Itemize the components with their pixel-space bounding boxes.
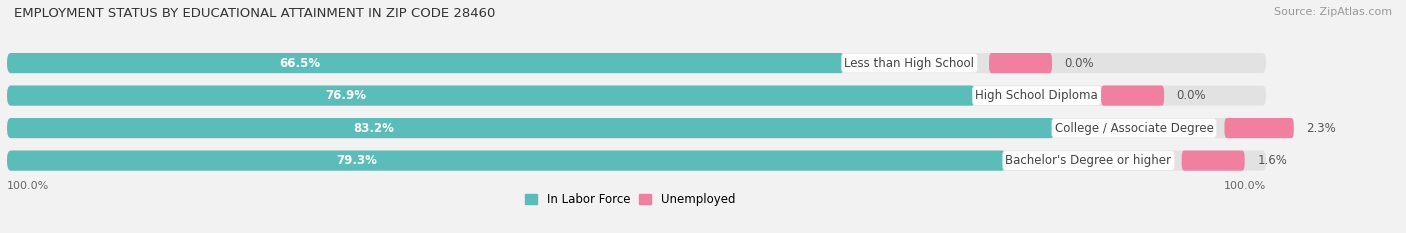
Text: 2.3%: 2.3%: [1306, 122, 1336, 135]
Text: 0.0%: 0.0%: [1064, 57, 1094, 70]
Text: High School Diploma: High School Diploma: [976, 89, 1098, 102]
FancyBboxPatch shape: [1225, 118, 1294, 138]
Text: 100.0%: 100.0%: [7, 181, 49, 191]
FancyBboxPatch shape: [7, 86, 1265, 106]
Text: 100.0%: 100.0%: [1223, 181, 1265, 191]
FancyBboxPatch shape: [7, 118, 1054, 138]
FancyBboxPatch shape: [7, 53, 844, 73]
Text: 0.0%: 0.0%: [1177, 89, 1206, 102]
Text: 76.9%: 76.9%: [325, 89, 367, 102]
FancyBboxPatch shape: [1181, 151, 1244, 171]
Text: Bachelor's Degree or higher: Bachelor's Degree or higher: [1005, 154, 1171, 167]
Text: College / Associate Degree: College / Associate Degree: [1054, 122, 1213, 135]
Legend: In Labor Force, Unemployed: In Labor Force, Unemployed: [520, 188, 740, 211]
FancyBboxPatch shape: [1101, 86, 1164, 106]
Text: Source: ZipAtlas.com: Source: ZipAtlas.com: [1274, 7, 1392, 17]
FancyBboxPatch shape: [7, 86, 976, 106]
FancyBboxPatch shape: [7, 151, 1005, 171]
Text: EMPLOYMENT STATUS BY EDUCATIONAL ATTAINMENT IN ZIP CODE 28460: EMPLOYMENT STATUS BY EDUCATIONAL ATTAINM…: [14, 7, 495, 20]
Text: 1.6%: 1.6%: [1257, 154, 1286, 167]
FancyBboxPatch shape: [7, 53, 1265, 73]
Text: 79.3%: 79.3%: [336, 154, 377, 167]
FancyBboxPatch shape: [988, 53, 1052, 73]
Text: 83.2%: 83.2%: [353, 122, 394, 135]
FancyBboxPatch shape: [7, 151, 1265, 171]
Text: 66.5%: 66.5%: [280, 57, 321, 70]
Text: Less than High School: Less than High School: [844, 57, 974, 70]
FancyBboxPatch shape: [7, 118, 1265, 138]
